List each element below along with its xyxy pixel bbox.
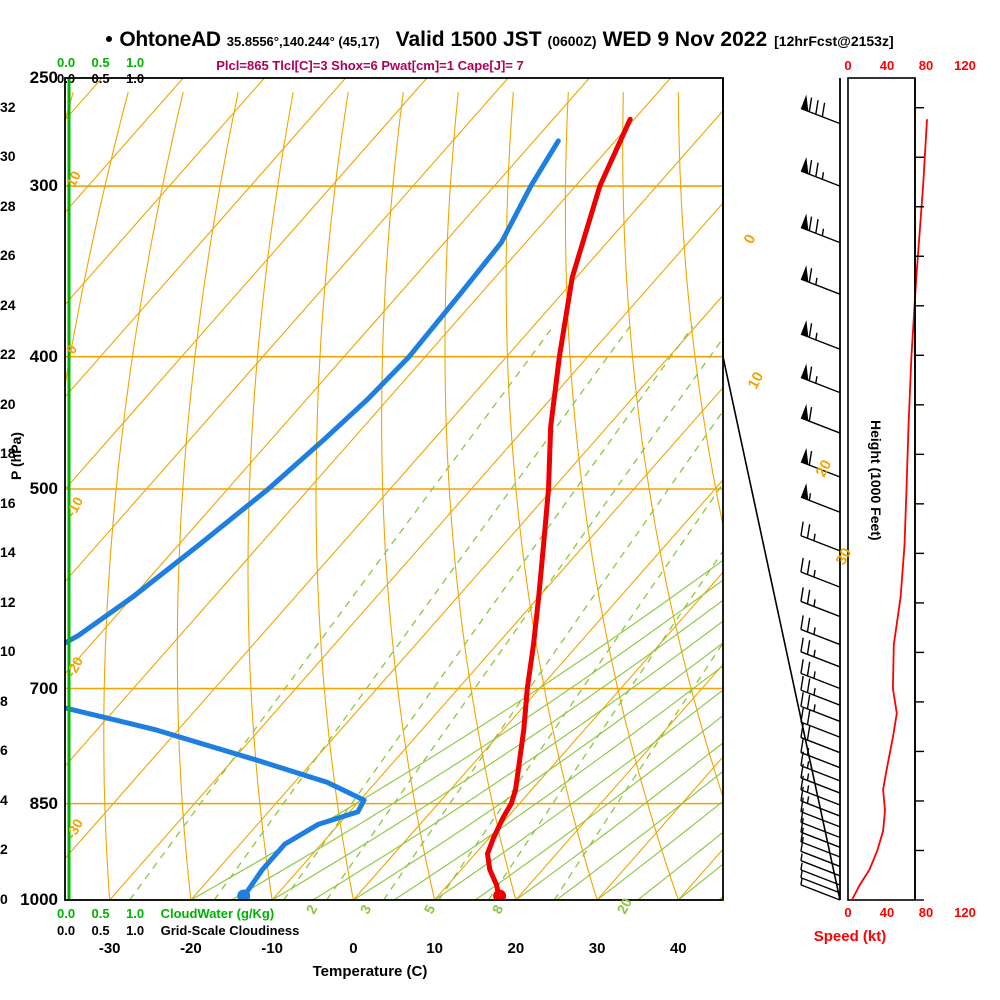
wind-speed-profile xyxy=(851,119,928,901)
dewpoint-profile xyxy=(65,138,561,900)
isotherm-label--20: -20 xyxy=(63,654,87,680)
cloudwater-btick-0: 0.0 xyxy=(57,906,76,921)
speed-tick-bottom-80: 80 xyxy=(918,905,934,920)
height-tick-24: 24 xyxy=(0,296,16,313)
valid-time-zulu: (0600Z) xyxy=(547,33,597,49)
temperature-tick--20: -20 xyxy=(180,940,202,957)
mixing-ratio-label-8: 8 xyxy=(489,902,507,917)
height-tick-8: 8 xyxy=(0,692,8,709)
isotherm-label-10: 10 xyxy=(63,168,85,189)
cloudwater-btick-2: 1.0 xyxy=(126,906,145,921)
station-coordinates: 35.8556°,140.244° (45,17) xyxy=(226,34,380,49)
cloudwater-scale-bottom: 0.0 0.5 1.0 CloudWater (g/Kg) xyxy=(57,905,274,923)
cloudiness-axis-label: Grid-Scale Cloudiness xyxy=(160,923,300,938)
mixing-ratio-label-5: 5 xyxy=(421,902,439,917)
forecast-stamp: [12hrFcst@2153z] xyxy=(774,33,894,49)
cloudwater-tick-2: 1.0 xyxy=(126,55,145,70)
pressure-tick-300: 300 xyxy=(29,176,58,196)
temperature-profile xyxy=(485,116,633,900)
temperature-tick-20: 20 xyxy=(507,940,525,957)
adiabat-label-20: 20 xyxy=(813,457,836,480)
cloudiness-btick-0: 0.0 xyxy=(57,923,76,938)
height-tick-22: 22 xyxy=(0,346,16,363)
cloudwater-scale-top: 0.0 0.5 1.0 xyxy=(57,54,144,72)
cloudiness-btick-1: 0.5 xyxy=(91,923,110,938)
pressure-tick-850: 850 xyxy=(29,793,58,813)
temperature-axis-title: Temperature (C) xyxy=(312,963,428,980)
height-tick-2: 2 xyxy=(0,841,8,858)
height-tick-4: 4 xyxy=(0,791,8,808)
cloudwater-axis-label: CloudWater (g/Kg) xyxy=(160,906,275,921)
cloudwater-btick-1: 0.5 xyxy=(91,906,110,921)
valid-date: WED 9 Nov 2022 xyxy=(602,28,768,51)
height-tick-14: 14 xyxy=(0,544,16,561)
height-tick-10: 10 xyxy=(0,643,16,660)
pressure-tick-500: 500 xyxy=(29,479,58,498)
mixing-ratio-label-3: 3 xyxy=(357,902,375,917)
sounding-parameters: Plcl=865 Tlcl[C]=3 Shox=6 Pwat[cm]=1 Cap… xyxy=(216,58,524,73)
cloudiness-btick-2: 1.0 xyxy=(126,923,145,938)
speed-tick-top-40: 40 xyxy=(879,58,895,73)
height-tick-32: 32 xyxy=(0,98,16,115)
speed-tick-bottom-40: 40 xyxy=(879,905,895,920)
speed-axis-title: Speed (kt) xyxy=(813,928,887,945)
temperature-tick-40: 40 xyxy=(669,940,687,957)
temperature-tick-30: 30 xyxy=(588,940,606,957)
wind-barb-column xyxy=(800,78,841,901)
adiabat-label-0: 0 xyxy=(741,232,760,247)
speed-tick-bottom-120: 120 xyxy=(954,905,976,920)
height-speed-column xyxy=(847,77,928,901)
mixing-ratio-label-2: 2 xyxy=(303,902,321,917)
temperature-tick-0: 0 xyxy=(349,940,358,957)
station-name: OhtoneAD xyxy=(119,28,221,51)
height-tick-16: 16 xyxy=(0,494,16,511)
height-tick-30: 30 xyxy=(0,148,16,165)
temperature-tick-10: 10 xyxy=(426,940,443,957)
dewpoint-surface xyxy=(237,889,251,900)
pressure-tick-250: 250 xyxy=(29,68,58,87)
speed-tick-top-80: 80 xyxy=(918,58,934,73)
height-tick-12: 12 xyxy=(0,593,16,610)
speed-tick-bottom-0: 0 xyxy=(844,905,852,920)
pressure-tick-1000: 1000 xyxy=(20,890,58,909)
chart-header: OhtoneAD 35.8556°,140.244° (45,17) Valid… xyxy=(0,28,1000,54)
valid-time: Valid 1500 JST xyxy=(395,28,542,51)
cloudiness-scale-top: 0.0 0.5 1.0 xyxy=(57,70,144,88)
pressure-tick-400: 400 xyxy=(29,346,58,366)
height-tick-20: 20 xyxy=(0,395,16,412)
height-tick-18: 18 xyxy=(0,445,16,462)
height-tick-28: 28 xyxy=(0,197,16,214)
cloudwater-tick-0: 0.0 xyxy=(57,55,76,70)
temperature-tick--30: -30 xyxy=(98,940,121,957)
temperature-surface xyxy=(493,889,507,900)
pressure-tick-700: 700 xyxy=(29,678,58,698)
height-tick-6: 6 xyxy=(0,742,8,759)
temperature-tick--10: -10 xyxy=(261,940,283,957)
cloudiness-scale-bottom: 0.0 0.5 1.0 Grid-Scale Cloudiness xyxy=(57,922,299,940)
height-tick-0: 0 xyxy=(0,891,8,907)
height-tick-26: 26 xyxy=(0,247,16,264)
speed-tick-top-120: 120 xyxy=(954,58,976,73)
mixing-ratio-label-20: 20 xyxy=(614,895,636,916)
cloudwater-tick-1: 0.5 xyxy=(91,55,110,70)
station-dot-icon xyxy=(106,36,113,42)
speed-tick-top-0: 0 xyxy=(844,58,852,73)
isotherm-label--10: -10 xyxy=(63,494,87,520)
adiabat-label-30: 30 xyxy=(833,545,856,568)
adiabat-label-10: 10 xyxy=(745,369,768,392)
